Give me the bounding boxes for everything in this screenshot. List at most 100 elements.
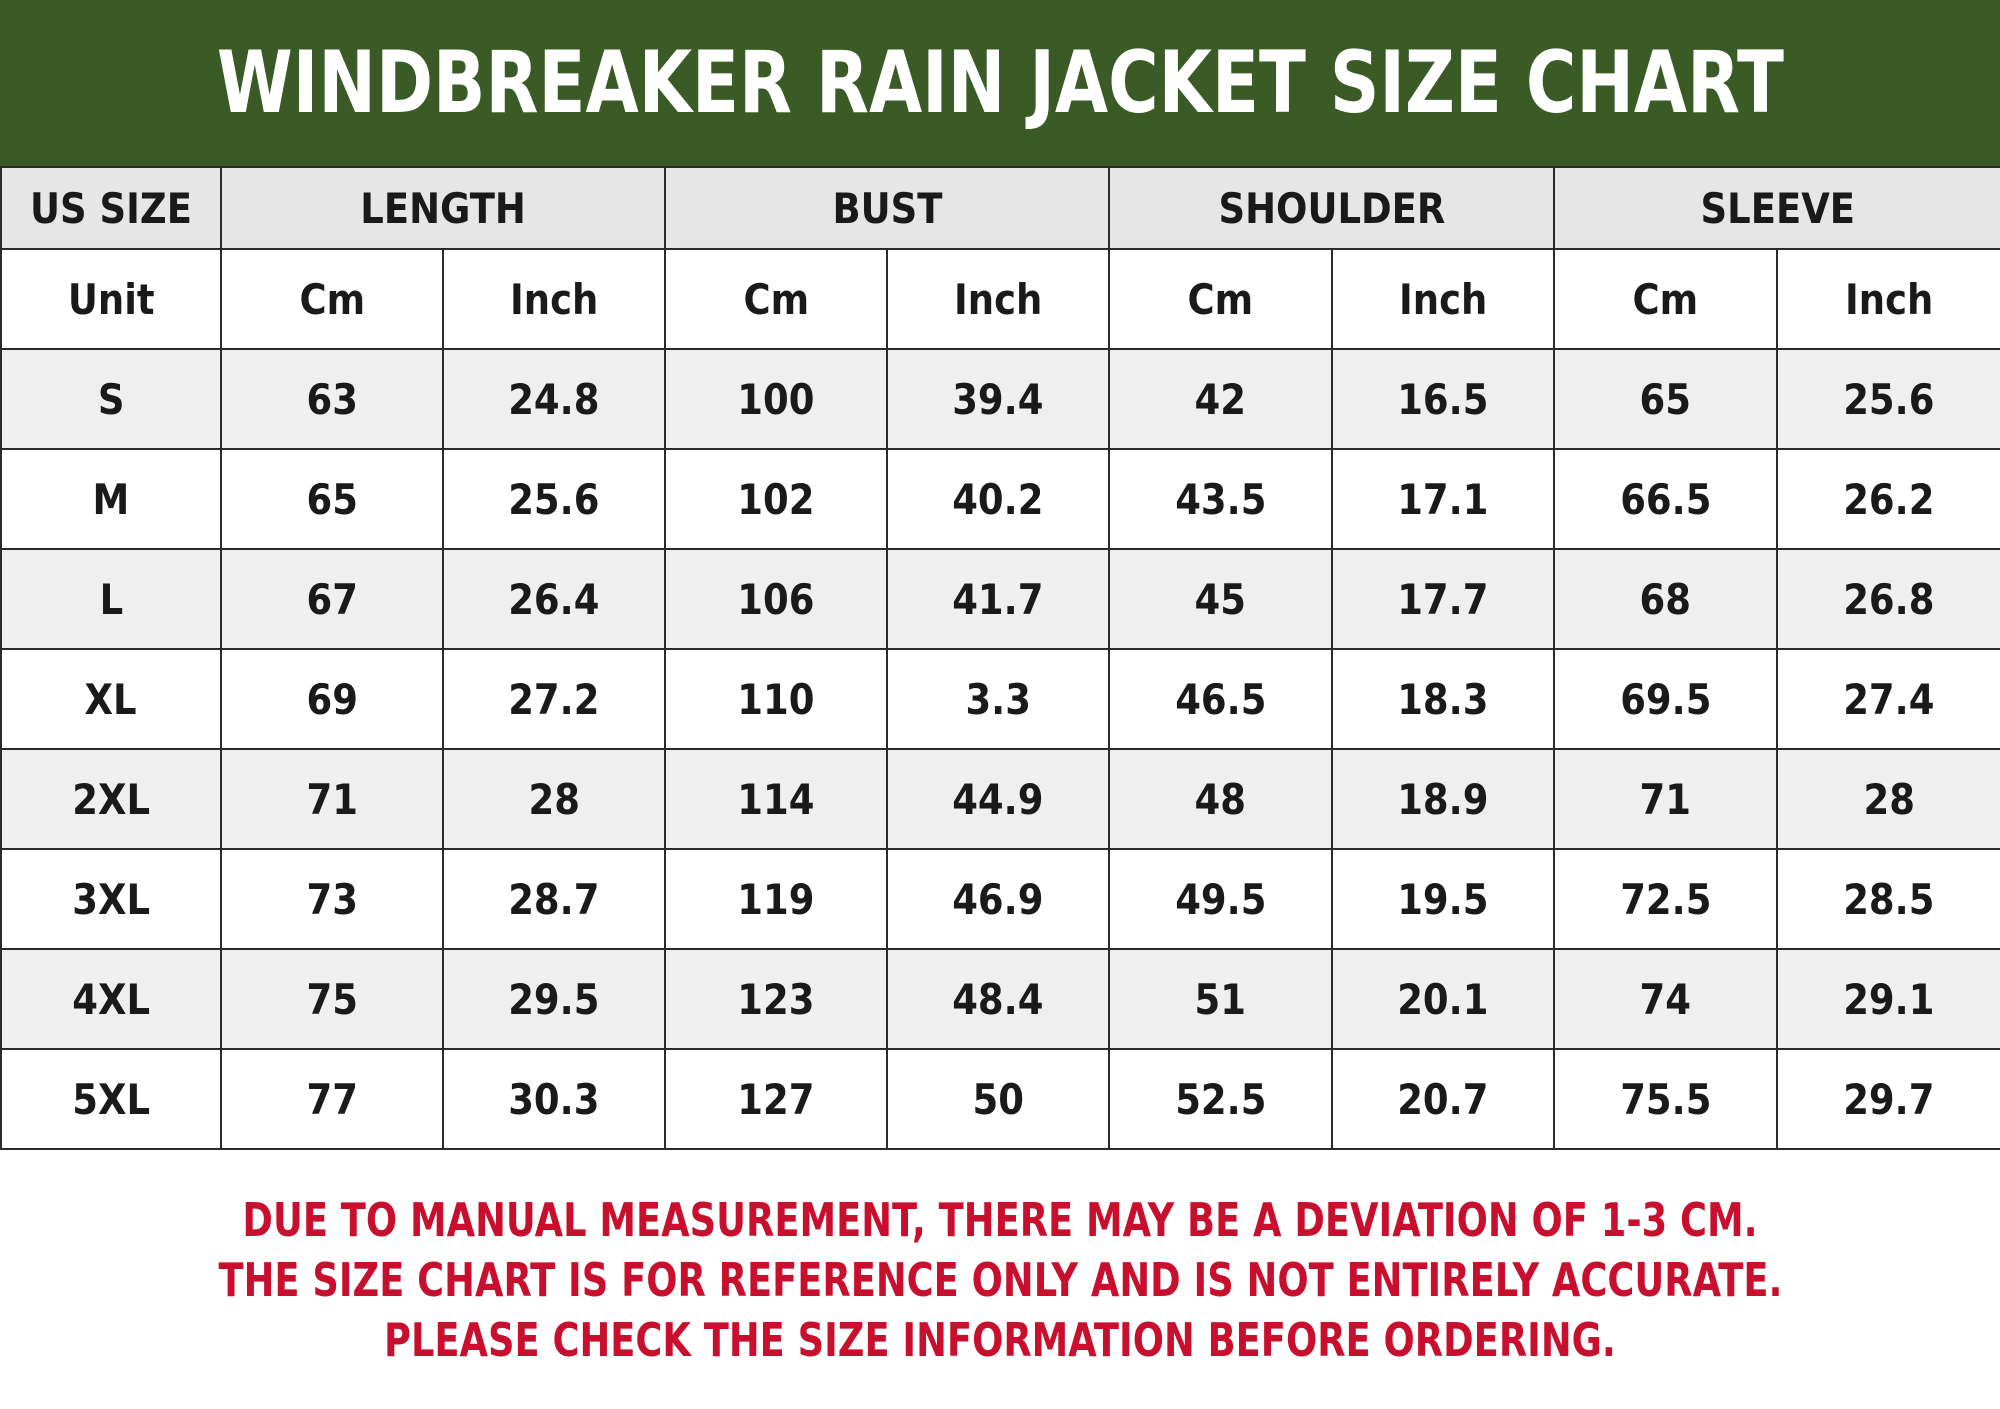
size-cell: M xyxy=(0,448,222,550)
length-cm-cell: 77 xyxy=(220,1048,444,1150)
sleeve-inch-cell: 29.7 xyxy=(1776,1048,2000,1150)
unit-shoulder-inch: Inch xyxy=(1331,248,1556,350)
unit-label: Unit xyxy=(0,248,222,350)
bust-inch-cell: 44.9 xyxy=(886,748,1111,850)
table-row: XL 69 27.2 110 3.3 46.5 18.3 69.5 27.4 xyxy=(0,648,2000,750)
bust-inch-cell: 50 xyxy=(886,1048,1111,1150)
length-cm-cell: 67 xyxy=(220,548,444,650)
length-inch-cell: 26.4 xyxy=(441,548,667,650)
sleeve-inch-cell: 26.2 xyxy=(1776,448,2000,550)
table-row: 3XL 73 28.7 119 46.9 49.5 19.5 72.5 28.5 xyxy=(0,848,2000,950)
sleeve-cm-cell: 71 xyxy=(1553,748,1779,850)
sleeve-cm-cell: 69.5 xyxy=(1553,648,1779,750)
unit-bust-inch: Inch xyxy=(886,248,1111,350)
header-length: LENGTH xyxy=(219,166,667,250)
title-banner: WINDBREAKER RAIN JACKET SIZE CHART xyxy=(0,0,2000,166)
header-us-size: US SIZE xyxy=(0,166,222,250)
shoulder-inch-cell: 16.5 xyxy=(1331,348,1556,450)
length-inch-cell: 24.8 xyxy=(441,348,667,450)
sleeve-inch-cell: 29.1 xyxy=(1776,948,2000,1050)
shoulder-inch-cell: 17.1 xyxy=(1331,448,1556,550)
shoulder-inch-cell: 19.5 xyxy=(1331,848,1556,950)
sleeve-inch-cell: 26.8 xyxy=(1776,548,2000,650)
header-shoulder: SHOULDER xyxy=(1108,166,1556,250)
shoulder-cm-cell: 51 xyxy=(1108,948,1334,1050)
bust-inch-cell: 39.4 xyxy=(886,348,1111,450)
sleeve-inch-cell: 25.6 xyxy=(1776,348,2000,450)
sleeve-cm-cell: 68 xyxy=(1553,548,1779,650)
bust-inch-cell: 40.2 xyxy=(886,448,1111,550)
sleeve-cm-cell: 75.5 xyxy=(1553,1048,1779,1150)
shoulder-inch-cell: 17.7 xyxy=(1331,548,1556,650)
bust-cm-cell: 106 xyxy=(664,548,889,650)
unit-bust-cm: Cm xyxy=(664,248,889,350)
bust-inch-cell: 3.3 xyxy=(886,648,1111,750)
length-inch-cell: 29.5 xyxy=(441,948,667,1050)
length-cm-cell: 65 xyxy=(220,448,444,550)
sleeve-inch-cell: 28.5 xyxy=(1776,848,2000,950)
shoulder-cm-cell: 52.5 xyxy=(1108,1048,1334,1150)
bust-cm-cell: 127 xyxy=(664,1048,889,1150)
size-cell: S xyxy=(0,348,222,450)
unit-sleeve-inch: Inch xyxy=(1776,248,2000,350)
note-deviation: DUE TO MANUAL MEASUREMENT, THERE MAY BE … xyxy=(242,1193,1758,1247)
shoulder-inch-cell: 18.3 xyxy=(1331,648,1556,750)
sleeve-inch-cell: 27.4 xyxy=(1776,648,2000,750)
shoulder-cm-cell: 42 xyxy=(1108,348,1334,450)
bust-cm-cell: 100 xyxy=(664,348,889,450)
shoulder-inch-cell: 20.7 xyxy=(1331,1048,1556,1150)
unit-length-cm: Cm xyxy=(220,248,444,350)
table-row: L 67 26.4 106 41.7 45 17.7 68 26.8 xyxy=(0,548,2000,650)
size-cell: L xyxy=(0,548,222,650)
bust-cm-cell: 119 xyxy=(664,848,889,950)
table-row: M 65 25.6 102 40.2 43.5 17.1 66.5 26.2 xyxy=(0,448,2000,550)
size-cell: 2XL xyxy=(0,748,222,850)
disclaimer-notes: DUE TO MANUAL MEASUREMENT, THERE MAY BE … xyxy=(0,1190,2000,1370)
sleeve-inch-cell: 28 xyxy=(1776,748,2000,850)
shoulder-inch-cell: 20.1 xyxy=(1331,948,1556,1050)
unit-row: Unit Cm Inch Cm Inch Cm Inch Cm Inch xyxy=(0,248,2000,350)
size-table: US SIZE LENGTH BUST SHOULDER SLEEVE Unit… xyxy=(0,166,2000,1150)
size-cell: 4XL xyxy=(0,948,222,1050)
sleeve-cm-cell: 74 xyxy=(1553,948,1779,1050)
shoulder-cm-cell: 48 xyxy=(1108,748,1334,850)
header-bust: BUST xyxy=(664,166,1111,250)
sleeve-cm-cell: 65 xyxy=(1553,348,1779,450)
shoulder-cm-cell: 43.5 xyxy=(1108,448,1334,550)
shoulder-cm-cell: 46.5 xyxy=(1108,648,1334,750)
length-cm-cell: 75 xyxy=(220,948,444,1050)
unit-length-inch: Inch xyxy=(441,248,667,350)
table-row: 5XL 77 30.3 127 50 52.5 20.7 75.5 29.7 xyxy=(0,1048,2000,1150)
bust-cm-cell: 123 xyxy=(664,948,889,1050)
header-sleeve: SLEEVE xyxy=(1553,166,2000,250)
table-header-row: US SIZE LENGTH BUST SHOULDER SLEEVE xyxy=(0,166,2000,250)
shoulder-cm-cell: 45 xyxy=(1108,548,1334,650)
size-cell: 5XL xyxy=(0,1048,222,1150)
length-inch-cell: 28 xyxy=(441,748,667,850)
length-cm-cell: 71 xyxy=(220,748,444,850)
unit-shoulder-cm: Cm xyxy=(1108,248,1334,350)
length-inch-cell: 25.6 xyxy=(441,448,667,550)
note-check-before-ordering: PLEASE CHECK THE SIZE INFORMATION BEFORE… xyxy=(384,1313,1616,1367)
size-cell: XL xyxy=(0,648,222,750)
sleeve-cm-cell: 66.5 xyxy=(1553,448,1779,550)
note-reference-only: THE SIZE CHART IS FOR REFERENCE ONLY AND… xyxy=(218,1253,1782,1307)
unit-sleeve-cm: Cm xyxy=(1553,248,1779,350)
length-inch-cell: 30.3 xyxy=(441,1048,667,1150)
length-cm-cell: 73 xyxy=(220,848,444,950)
table-row: S 63 24.8 100 39.4 42 16.5 65 25.6 xyxy=(0,348,2000,450)
bust-cm-cell: 114 xyxy=(664,748,889,850)
length-inch-cell: 27.2 xyxy=(441,648,667,750)
sleeve-cm-cell: 72.5 xyxy=(1553,848,1779,950)
shoulder-cm-cell: 49.5 xyxy=(1108,848,1334,950)
size-cell: 3XL xyxy=(0,848,222,950)
table-row: 4XL 75 29.5 123 48.4 51 20.1 74 29.1 xyxy=(0,948,2000,1050)
table-row: 2XL 71 28 114 44.9 48 18.9 71 28 xyxy=(0,748,2000,850)
length-cm-cell: 69 xyxy=(220,648,444,750)
bust-inch-cell: 41.7 xyxy=(886,548,1111,650)
length-inch-cell: 28.7 xyxy=(441,848,667,950)
shoulder-inch-cell: 18.9 xyxy=(1331,748,1556,850)
bust-cm-cell: 110 xyxy=(664,648,889,750)
bust-cm-cell: 102 xyxy=(664,448,889,550)
page-title: WINDBREAKER RAIN JACKET SIZE CHART xyxy=(216,33,1784,133)
